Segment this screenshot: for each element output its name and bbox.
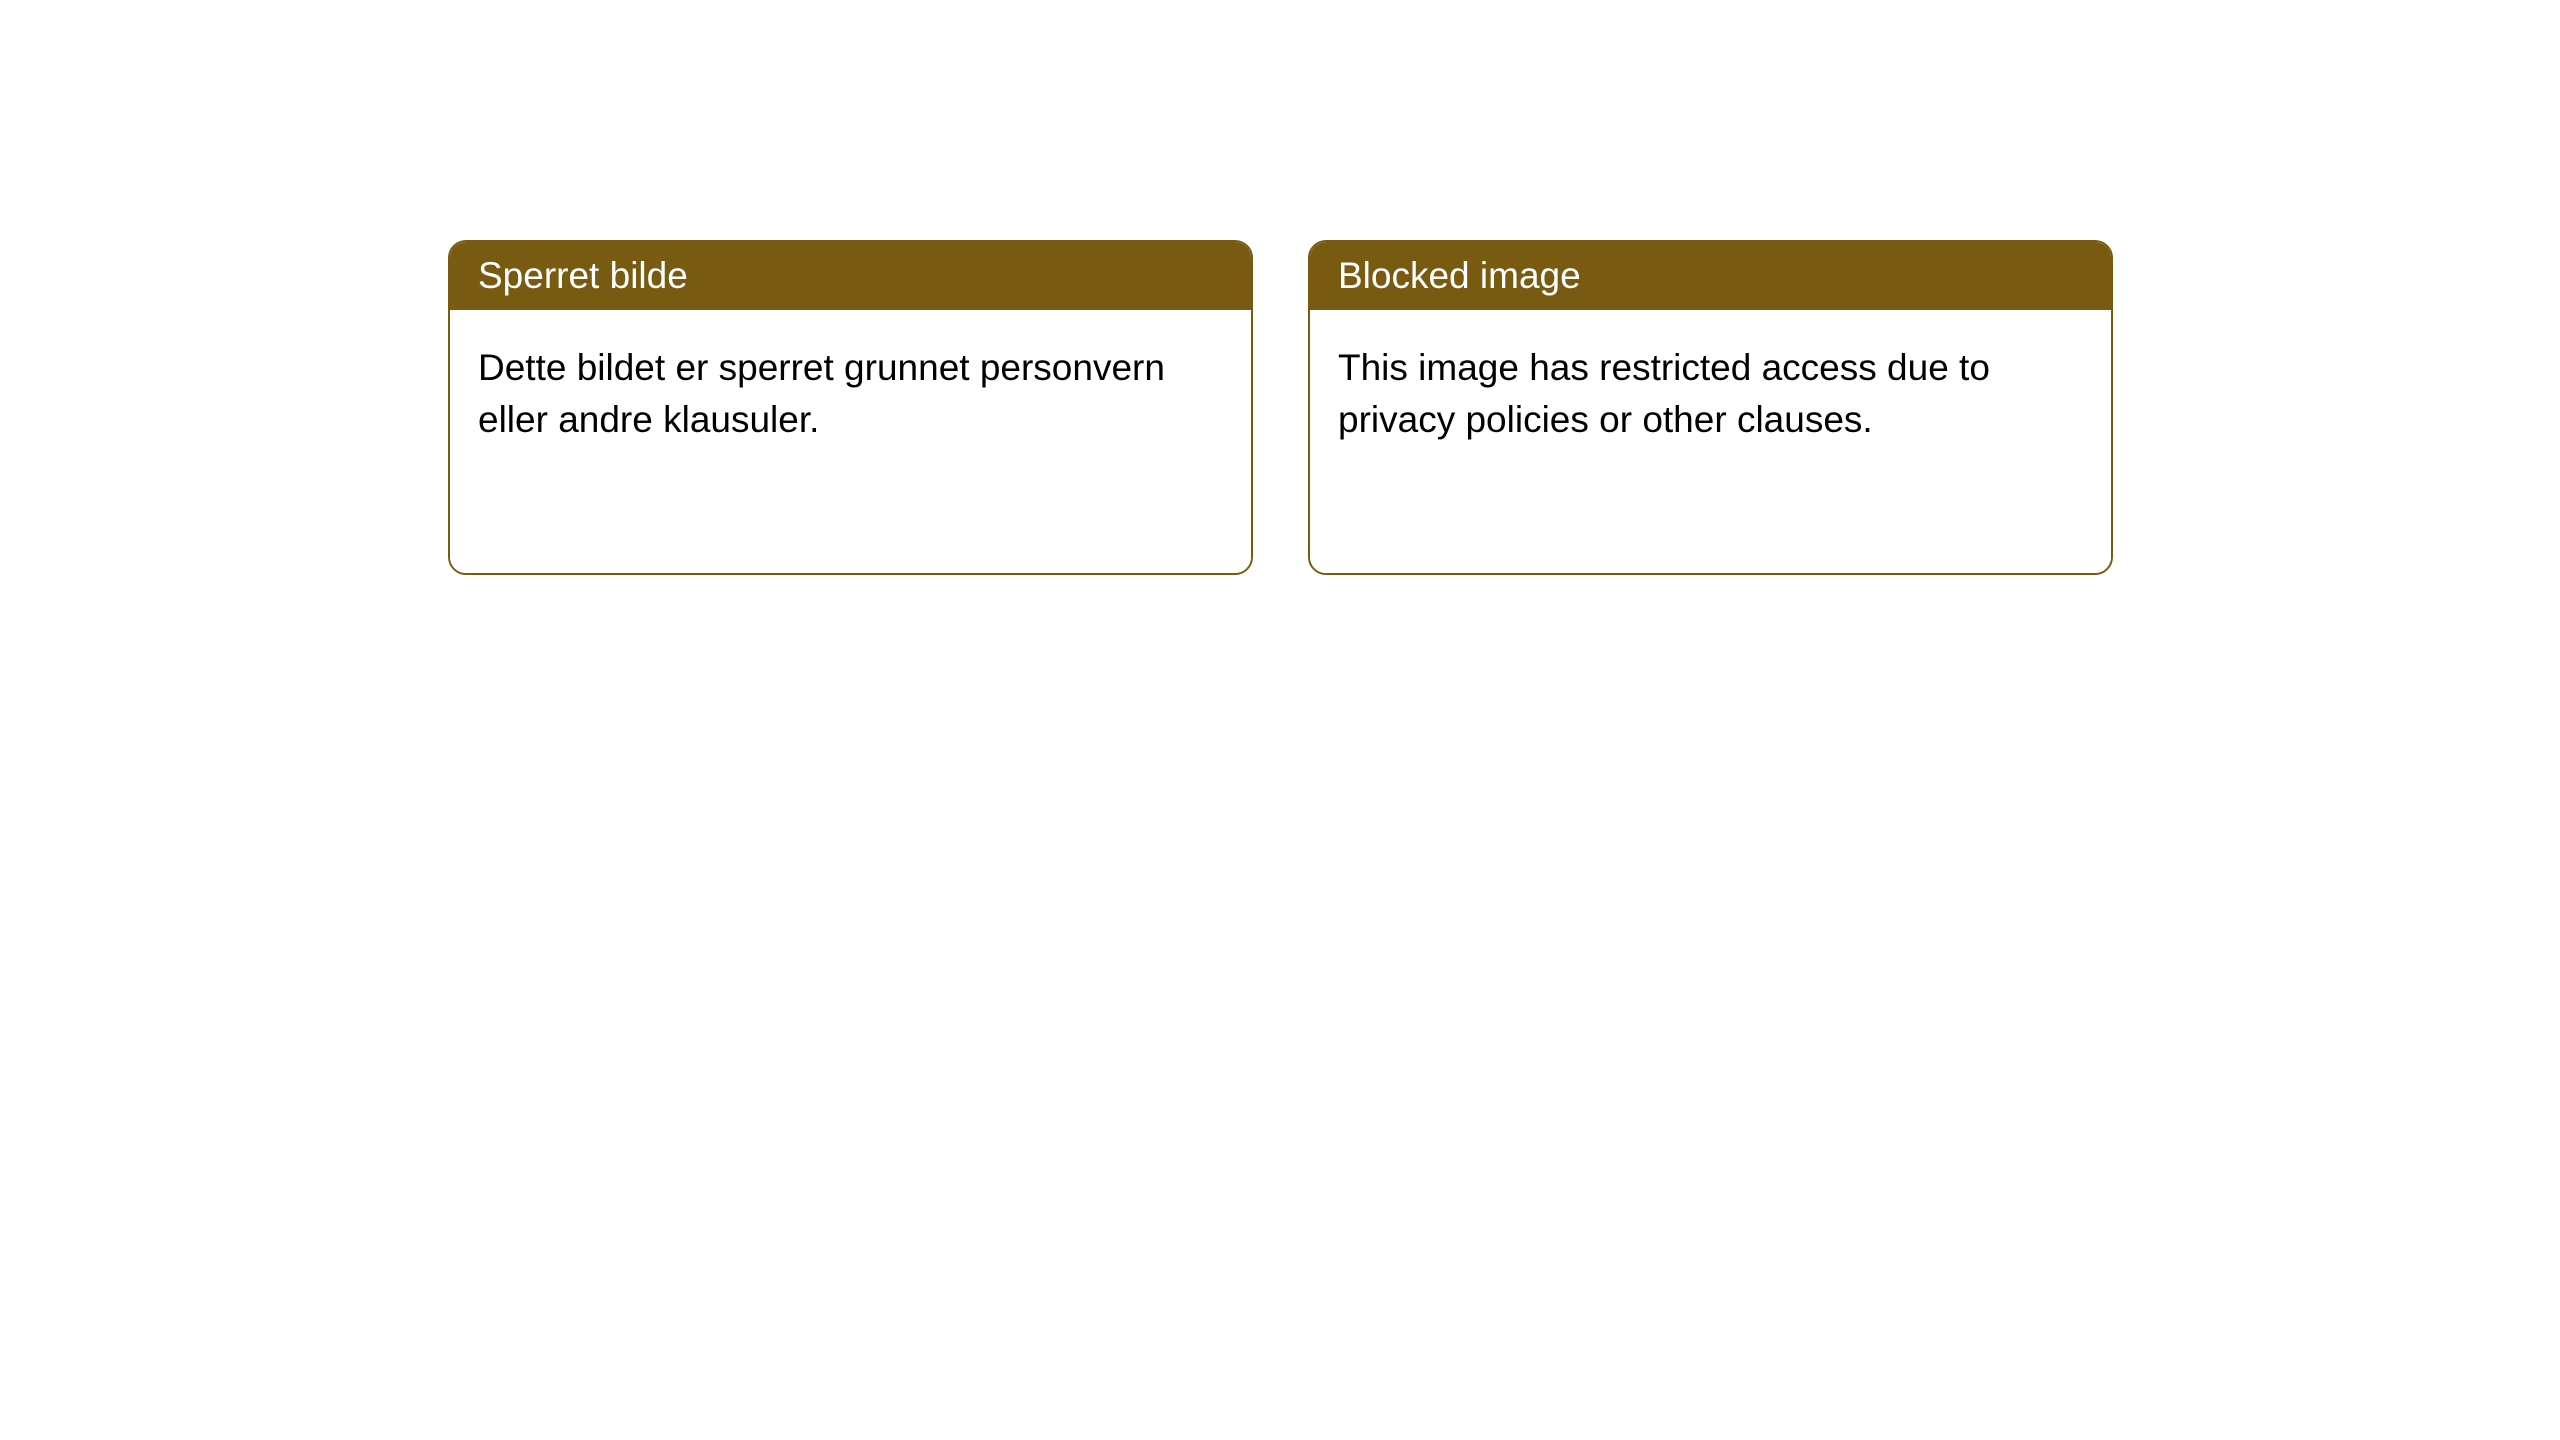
notice-card-title: Blocked image	[1310, 242, 2111, 310]
notice-card-title: Sperret bilde	[450, 242, 1251, 310]
notice-container: Sperret bilde Dette bildet er sperret gr…	[0, 0, 2560, 575]
notice-card-body: Dette bildet er sperret grunnet personve…	[450, 310, 1251, 573]
notice-card-en: Blocked image This image has restricted …	[1308, 240, 2113, 575]
notice-card-no: Sperret bilde Dette bildet er sperret gr…	[448, 240, 1253, 575]
notice-card-body: This image has restricted access due to …	[1310, 310, 2111, 573]
